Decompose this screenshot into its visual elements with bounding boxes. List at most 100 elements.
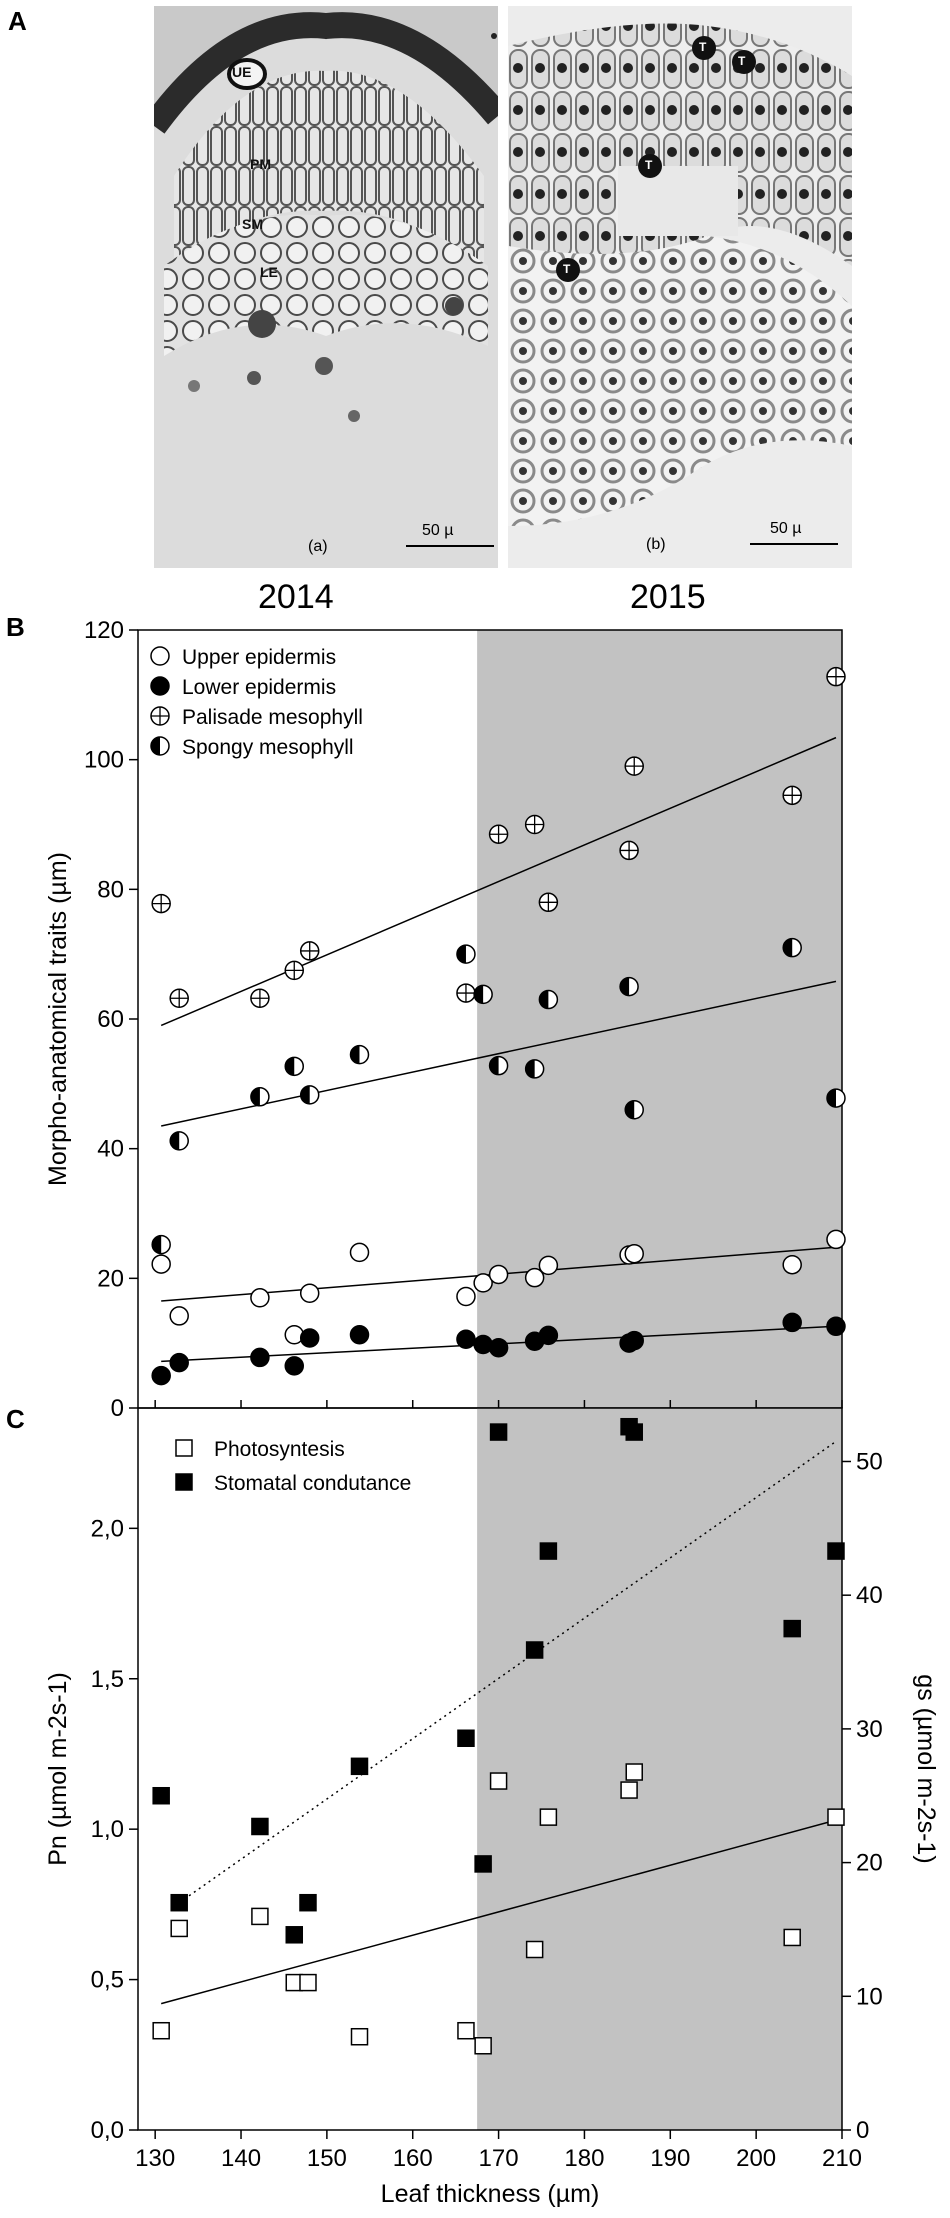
point-c-0	[152, 2021, 170, 2040]
legend-marker-b-1	[150, 676, 170, 696]
scale-bar-b: 50 µ	[770, 520, 802, 537]
label-t1: T	[738, 54, 746, 68]
label-t2: T	[645, 158, 653, 172]
point-b-0	[299, 1283, 320, 1303]
x-tick-label-c: 140	[221, 2145, 261, 2172]
plot-frame-c	[137, 1407, 843, 2131]
legend-marker-c-1	[175, 1473, 193, 1491]
micrograph-2014: UE PM SM LE (a) 50 µ	[154, 6, 498, 568]
fit-line-c-1	[178, 1440, 837, 1904]
point-b-1	[349, 1324, 370, 1345]
legend-marker-c-0	[175, 1439, 193, 1457]
point-c-0	[457, 2021, 475, 2040]
point-b-0	[538, 1255, 559, 1276]
point-c-1	[827, 1542, 845, 1560]
y-axis-label-b: Morpho-anatomical traits (µm)	[44, 852, 72, 1186]
point-c-1	[625, 1423, 643, 1441]
x-tick-label-c: 130	[135, 2145, 175, 2172]
point-b-3-half	[539, 990, 549, 1009]
point-b-1	[624, 1330, 644, 1351]
point-b-3-half	[250, 1087, 260, 1106]
y-tick-label-c: 1,0	[91, 1816, 124, 1843]
point-c-1	[525, 1641, 544, 1659]
x-tick-label-c: 180	[564, 2145, 604, 2172]
label-t3: T	[563, 262, 571, 276]
y-tick-label-right-c: 10	[856, 1983, 883, 2010]
y-tick-label-c: 1,5	[91, 1666, 124, 1693]
point-b-1	[826, 1316, 846, 1337]
point-b-0	[349, 1242, 370, 1263]
point-b-1	[284, 1356, 305, 1376]
shaded-region-2015-c	[477, 1408, 842, 2130]
point-b-1	[169, 1352, 189, 1373]
point-c-0	[489, 1772, 508, 1790]
y-tick-label-c: 0,5	[91, 1967, 124, 1994]
point-b-0	[624, 1243, 644, 1264]
point-c-1	[489, 1423, 508, 1441]
point-c-0	[525, 1940, 544, 1959]
point-b-0	[151, 1254, 171, 1274]
label-ue: UE	[232, 64, 252, 80]
legend-marker-b-3-half	[151, 737, 160, 755]
point-b-3-half	[826, 1089, 836, 1108]
y-tick-label-c: 2,0	[91, 1515, 124, 1542]
y-tick-label-right-c: 0	[856, 2117, 869, 2144]
caption-a: (a)	[308, 538, 328, 555]
x-tick-label-c: 200	[736, 2145, 776, 2172]
y-tick-label-right-c: 50	[856, 1448, 883, 1475]
x-tick-label-c: 150	[307, 2145, 347, 2172]
legend-label-b-1: Lower epidermis	[182, 676, 336, 699]
label-pm: PM	[250, 156, 271, 172]
label-le: LE	[260, 264, 278, 280]
scale-bar-a: 50 µ	[422, 522, 454, 539]
fit-line-c-0	[160, 1819, 837, 2005]
point-c-0	[783, 1928, 801, 1947]
point-b-3-half	[620, 977, 630, 996]
fit-line-b-2	[160, 736, 837, 1027]
y-tick-label-b: 40	[97, 1136, 124, 1163]
x-tick-label-c: 210	[822, 2145, 862, 2172]
point-b-3-half	[474, 985, 484, 1004]
point-c-0	[620, 1781, 638, 1799]
point-b-0	[524, 1267, 545, 1288]
point-c-0	[474, 2037, 492, 2055]
point-b-3-half	[625, 1100, 635, 1119]
point-b-3-half	[285, 1057, 295, 1076]
point-b-0	[169, 1306, 189, 1326]
y-tick-label-c: 0,0	[91, 2117, 124, 2144]
point-b-1	[538, 1325, 559, 1346]
point-b-3-half	[152, 1235, 162, 1254]
point-c-0	[299, 1973, 317, 1992]
y-tick-label-b: 120	[84, 617, 124, 644]
x-tick-label-c: 170	[479, 2145, 519, 2172]
point-c-1	[285, 1926, 304, 1944]
point-b-3-half	[170, 1131, 180, 1150]
legend-marker-b-0	[150, 646, 170, 666]
label-sm: SM	[242, 216, 263, 232]
point-c-1	[457, 1729, 475, 1747]
point-b-1	[299, 1328, 320, 1348]
point-b-1	[488, 1337, 509, 1358]
micrograph-2015: T T T T (b) 50 µ	[508, 6, 852, 568]
year-2014: 2014	[258, 578, 334, 616]
fit-line-b-3	[161, 980, 837, 1127]
point-b-0	[826, 1229, 846, 1250]
point-b-0	[782, 1254, 802, 1275]
legend-label-b-2: Palisade mesophyll	[182, 706, 363, 729]
point-c-1	[299, 1893, 317, 1912]
caption-b: (b)	[646, 536, 666, 553]
point-b-3-half	[783, 938, 793, 957]
point-c-0	[350, 2027, 369, 2046]
point-c-1	[350, 1757, 369, 1776]
point-c-1	[152, 1786, 170, 1805]
panel-c-letter: C	[6, 1404, 25, 1434]
point-b-0	[250, 1288, 270, 1308]
point-b-1	[151, 1365, 171, 1386]
point-c-0	[827, 1808, 845, 1826]
point-b-1	[456, 1329, 476, 1350]
y-tick-label-b: 0	[111, 1395, 124, 1422]
point-b-3-half	[350, 1045, 360, 1064]
point-c-1	[474, 1855, 492, 1873]
point-c-1	[170, 1893, 188, 1912]
